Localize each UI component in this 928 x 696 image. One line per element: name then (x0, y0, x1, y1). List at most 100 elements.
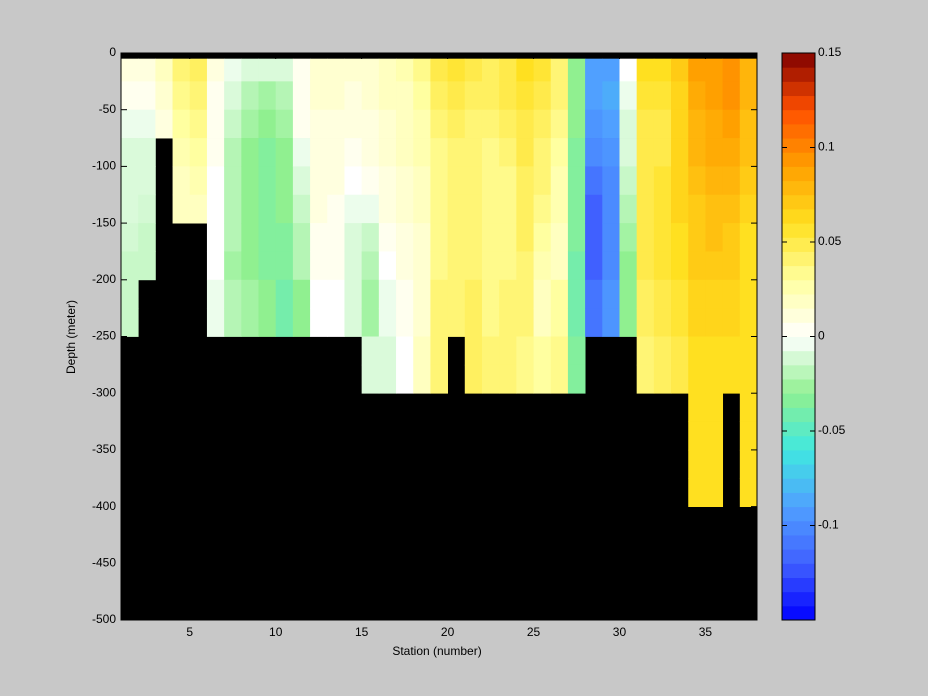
cell (516, 166, 534, 196)
cell (653, 336, 672, 366)
cell (585, 279, 603, 309)
colorbar-band (782, 563, 815, 578)
colorbar-band (782, 237, 815, 252)
cell (361, 364, 380, 394)
cell (327, 109, 345, 139)
cell (739, 109, 758, 139)
cell (516, 223, 534, 252)
cell (705, 223, 724, 252)
cell (138, 58, 156, 82)
cell (688, 81, 706, 111)
cell (189, 58, 208, 82)
cell (310, 223, 328, 252)
cell (705, 279, 724, 309)
x-tick-label: 10 (269, 625, 283, 639)
cell (739, 364, 758, 394)
cell (533, 336, 552, 366)
cell (361, 138, 380, 167)
cell (396, 58, 414, 82)
cell (310, 58, 328, 82)
colorbar-band (782, 67, 815, 82)
cell (619, 58, 638, 82)
cell (327, 308, 345, 337)
cell (275, 251, 294, 281)
colorbar-tick-label: -0.1 (818, 518, 839, 532)
cell (241, 308, 259, 337)
cell (516, 81, 534, 111)
cell (739, 58, 758, 82)
cell (688, 138, 706, 167)
cell (361, 58, 380, 82)
cell (481, 81, 500, 111)
colorbar-tick-label: 0.15 (818, 45, 842, 59)
cell (499, 251, 517, 281)
colorbar-band (782, 464, 815, 479)
cell (602, 279, 620, 309)
cell (739, 279, 758, 309)
cell (121, 251, 139, 281)
cell (396, 279, 414, 309)
cell (310, 308, 328, 337)
cell (722, 279, 741, 309)
cell (705, 393, 724, 422)
cell (464, 251, 483, 281)
cell (327, 58, 345, 82)
cell (636, 109, 655, 139)
cell (533, 223, 552, 252)
cell (533, 251, 552, 281)
cell (206, 138, 225, 167)
cell (739, 449, 758, 479)
cell (619, 166, 638, 196)
cell (155, 81, 173, 111)
cell (533, 81, 552, 111)
cell (241, 138, 259, 167)
cell (310, 194, 328, 224)
cell (378, 166, 397, 196)
cell (550, 308, 569, 337)
cell (671, 279, 689, 309)
cell (447, 194, 466, 224)
cell (413, 223, 431, 252)
cell (430, 138, 448, 167)
cell (138, 223, 156, 252)
cell (138, 251, 156, 281)
cell (172, 166, 191, 196)
cell (327, 138, 345, 167)
cell (138, 166, 156, 196)
cell (567, 336, 586, 366)
cell (671, 138, 689, 167)
cell (464, 308, 483, 337)
cell (739, 81, 758, 111)
cell (344, 251, 363, 281)
cell (378, 251, 397, 281)
cell (310, 138, 328, 167)
cell (567, 58, 586, 82)
cell (688, 421, 706, 451)
cell (688, 308, 706, 337)
cell (464, 194, 483, 224)
cell (688, 364, 706, 394)
cell (206, 251, 225, 281)
cell (258, 251, 277, 281)
cell (344, 308, 363, 337)
cell (550, 223, 569, 252)
cell (378, 138, 397, 167)
cell (224, 58, 242, 82)
cell (258, 166, 277, 196)
cell (310, 81, 328, 111)
colorbar-band (782, 421, 815, 437)
colorbar-band (782, 180, 815, 196)
cell (292, 279, 311, 309)
cell (464, 109, 483, 139)
cell (585, 81, 603, 111)
cell (378, 336, 397, 366)
cell (619, 279, 638, 309)
cell (206, 223, 225, 252)
cell (550, 251, 569, 281)
cell (430, 194, 448, 224)
cell (567, 279, 586, 309)
cell (206, 308, 225, 337)
cell (722, 58, 741, 82)
cell (378, 58, 397, 82)
cell (413, 138, 431, 167)
